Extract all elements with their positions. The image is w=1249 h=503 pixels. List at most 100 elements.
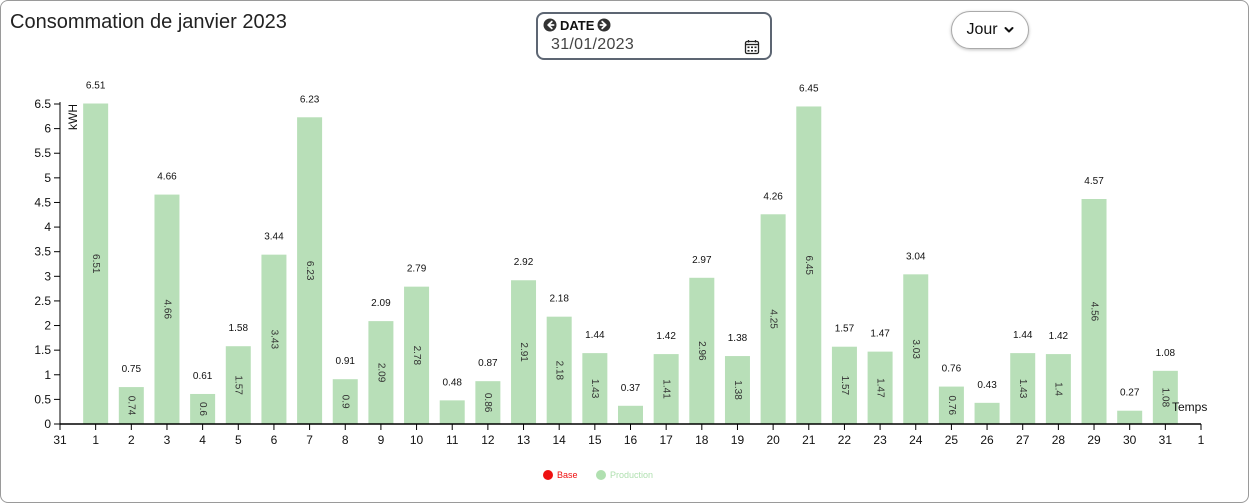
bar-day-7[interactable]: [297, 117, 323, 425]
bar-top-label: 0.27: [1120, 388, 1140, 399]
bar-top-label: 1.42: [656, 331, 676, 342]
x-tick-label: 18: [695, 433, 709, 447]
bar-day-9[interactable]: [368, 321, 394, 424]
y-axis-label: kWH: [66, 104, 80, 130]
bar-inner-label: 4.56: [1088, 302, 1099, 322]
bar-day-18[interactable]: [689, 277, 715, 424]
bar-top-label: 0.37: [621, 383, 641, 394]
bar-day-6[interactable]: [261, 254, 287, 424]
legend-production-label[interactable]: Production: [610, 470, 653, 480]
bar-inner-label: 0.6: [197, 402, 208, 416]
calendar-icon[interactable]: [744, 39, 760, 55]
bar-inner-label: 1.38: [732, 380, 743, 400]
bar-top-label: 2.79: [407, 264, 427, 275]
date-picker[interactable]: DATE 31/01/2023: [536, 12, 772, 60]
y-tick-label: 5.5: [34, 146, 51, 160]
bar-top-label: 1.44: [1013, 330, 1033, 341]
y-tick-label: 0: [44, 417, 51, 431]
bar-day-29[interactable]: [1081, 199, 1107, 424]
bar-day-12[interactable]: [475, 381, 501, 424]
bar-inner-label: 6.51: [90, 254, 101, 274]
period-select[interactable]: Jour: [951, 11, 1029, 49]
bar-top-label: 2.97: [692, 255, 712, 266]
y-tick-label: 3.5: [34, 245, 51, 259]
x-tick-label: 6: [271, 433, 278, 447]
bar-day-25[interactable]: [938, 386, 964, 424]
bar-day-16[interactable]: [618, 405, 643, 424]
y-tick-label: 2.5: [34, 294, 51, 308]
x-tick-label: 7: [306, 433, 313, 447]
x-tick-label: 15: [588, 433, 602, 447]
x-tick-label: 21: [802, 433, 816, 447]
bar-inner-label: 3.43: [268, 330, 279, 350]
bar-top-label: 3.44: [264, 232, 284, 243]
y-tick-label: 4: [44, 220, 51, 234]
bar-top-label: 0.43: [977, 380, 997, 391]
bar-day-14[interactable]: [546, 316, 572, 424]
y-tick-label: 0.5: [34, 392, 51, 406]
bar-day-23[interactable]: [867, 351, 893, 424]
date-input[interactable]: 31/01/2023: [551, 36, 635, 53]
bar-day-10[interactable]: [404, 286, 430, 424]
bar-inner-label: 1.43: [589, 379, 600, 399]
arrow-left-circle-icon[interactable]: [543, 18, 557, 32]
bar-inner-label: 1.41: [661, 379, 672, 399]
y-tick-label: 6: [44, 122, 51, 136]
bar-inner-label: 0.74: [126, 396, 137, 416]
x-tick-label: 31: [1159, 433, 1173, 447]
x-tick-label: 8: [342, 433, 349, 447]
bar-day-1[interactable]: [83, 103, 109, 424]
x-tick-label: 3: [164, 433, 171, 447]
bar-day-28[interactable]: [1045, 354, 1071, 424]
bar-day-19[interactable]: [724, 356, 750, 424]
date-header: DATE: [543, 16, 611, 34]
bar-inner-label: 1.08: [1160, 388, 1171, 408]
x-tick-label: 14: [553, 433, 567, 447]
bar-top-label: 1.42: [1049, 331, 1069, 342]
bar-day-30[interactable]: [1117, 410, 1143, 424]
bar-day-13[interactable]: [511, 280, 537, 424]
y-tick-label: 6.5: [34, 97, 51, 111]
bar-top-label: 4.26: [763, 191, 783, 202]
bar-inner-label: 3.03: [910, 339, 921, 359]
x-tick-label: 16: [624, 433, 638, 447]
x-tick-label: 28: [1052, 433, 1066, 447]
x-tick-label: 10: [410, 433, 424, 447]
x-tick-label: 1: [92, 433, 99, 447]
x-tick-label: 13: [517, 433, 531, 447]
bar-day-4[interactable]: [190, 393, 216, 424]
bar-day-31[interactable]: [1152, 370, 1178, 424]
bars-group: 6.51 6.51 0.75 0.74 4.66 4.66 0.61 0.6 1.58 1.57 3…: [83, 81, 1178, 425]
bar-day-17[interactable]: [653, 354, 679, 424]
legend-base-label[interactable]: Base: [557, 470, 578, 480]
bar-top-label: 2.92: [514, 257, 534, 268]
bar-day-24[interactable]: [903, 274, 929, 424]
bar-day-3[interactable]: [154, 194, 180, 424]
bar-day-5[interactable]: [225, 346, 251, 424]
bar-day-26[interactable]: [974, 402, 1000, 424]
bar-inner-label: 2.09: [375, 363, 386, 383]
bar-day-27[interactable]: [1010, 353, 1036, 424]
bar-day-20[interactable]: [760, 214, 786, 424]
legend-production-swatch[interactable]: [596, 470, 606, 480]
legend-base-swatch[interactable]: [543, 470, 553, 480]
bar-top-label: 0.61: [193, 371, 213, 382]
bar-day-21[interactable]: [796, 106, 822, 424]
x-tick-label: 12: [481, 433, 495, 447]
bar-day-11[interactable]: [439, 400, 465, 424]
arrow-right-circle-icon[interactable]: [597, 18, 611, 32]
bar-day-15[interactable]: [582, 353, 608, 424]
chevron-down-icon: [1004, 27, 1014, 33]
x-tick-label: 17: [659, 433, 673, 447]
bar-inner-label: 2.18: [554, 361, 565, 381]
bar-inner-label: 6.45: [803, 255, 814, 275]
bar-day-2[interactable]: [118, 387, 144, 424]
bar-top-label: 2.09: [371, 298, 391, 309]
bar-inner-label: 4.25: [767, 309, 778, 329]
page-title: Consommation de janvier 2023: [10, 11, 287, 33]
bar-day-22[interactable]: [831, 346, 857, 424]
bar-day-8[interactable]: [332, 379, 358, 424]
bar-top-label: 4.66: [157, 172, 177, 183]
x-tick-label: 22: [838, 433, 852, 447]
